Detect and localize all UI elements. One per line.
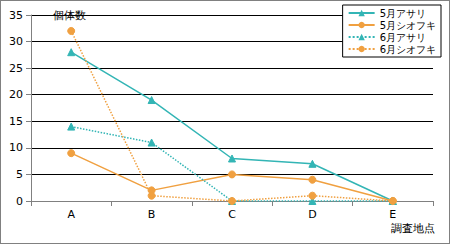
svg-text:個体数: 個体数 <box>53 9 86 22</box>
svg-text:25: 25 <box>9 62 23 75</box>
svg-text:5月アサリ: 5月アサリ <box>380 8 426 19</box>
svg-text:D: D <box>308 208 316 221</box>
svg-text:5月シオフキ: 5月シオフキ <box>380 20 436 31</box>
svg-text:35: 35 <box>9 9 23 22</box>
svg-text:10: 10 <box>9 141 23 154</box>
svg-text:30: 30 <box>9 35 23 48</box>
svg-text:A: A <box>67 208 75 221</box>
svg-text:0: 0 <box>16 195 23 208</box>
svg-text:C: C <box>228 208 236 221</box>
svg-text:調査地点: 調査地点 <box>391 222 435 235</box>
svg-text:6月アサリ: 6月アサリ <box>380 32 426 43</box>
svg-text:15: 15 <box>9 115 23 128</box>
svg-text:5: 5 <box>16 168 23 181</box>
svg-text:6月シオフキ: 6月シオフキ <box>380 44 436 55</box>
svg-text:B: B <box>148 208 156 221</box>
svg-text:20: 20 <box>9 88 23 101</box>
svg-text:E: E <box>389 208 396 221</box>
